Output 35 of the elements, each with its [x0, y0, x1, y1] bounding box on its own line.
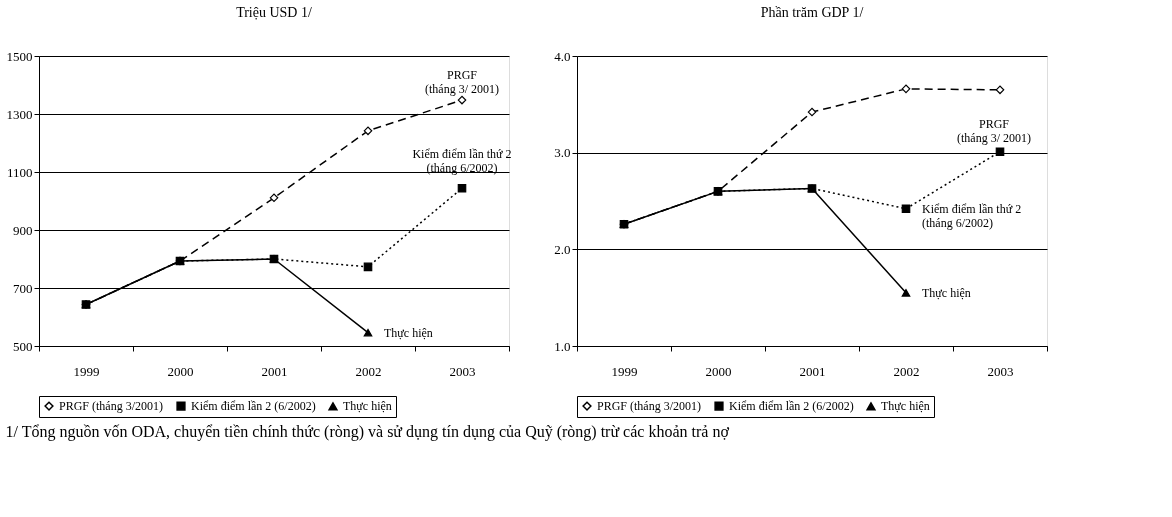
legend-label: Thực hiện	[343, 399, 392, 414]
x-tick-label: 1999	[73, 363, 100, 379]
x-tick-label: 2002	[893, 363, 920, 379]
legend-label: Kiểm điểm lần 2 (6/2002)	[729, 399, 854, 414]
x-tick-label: 2003	[449, 363, 476, 379]
y-tick-label: 3.0	[554, 145, 571, 161]
legend-label: Thực hiện	[881, 399, 930, 414]
x-tick-label: 2001	[799, 363, 826, 379]
x-tick-label: 2001	[261, 363, 288, 379]
legend-label: PRGF (tháng 3/2001)	[59, 399, 164, 414]
x-tick-label: 2000	[167, 363, 194, 379]
y-tick-label: 500	[13, 338, 33, 354]
x-tick-label: 2003	[987, 363, 1014, 379]
annotation: Thực hiện	[922, 285, 971, 300]
x-tick-label: 2000	[705, 363, 732, 379]
y-tick-label: 2.0	[554, 241, 571, 257]
x-tick-label: 1999	[611, 363, 638, 379]
y-tick-label: 900	[13, 222, 33, 238]
y-tick-label: 1100	[6, 164, 33, 180]
annotation: Thực hiện	[384, 325, 433, 340]
y-tick-label: 700	[13, 280, 33, 296]
y-tick-label: 1.0	[554, 338, 571, 354]
annotation: PRGF (tháng 3/ 2001)	[957, 116, 1031, 145]
x-tick-label: 2002	[355, 363, 382, 379]
y-tick-label: 1300	[6, 106, 33, 122]
chart-title: Phần trăm GDP 1/	[760, 5, 864, 20]
legend-label: Kiểm điểm lần 2 (6/2002)	[191, 399, 316, 414]
y-tick-label: 1500	[6, 48, 33, 64]
annotation: PRGF (tháng 3/ 2001)	[425, 68, 499, 97]
annotation: Kiểm điểm lần thứ 2 (tháng 6/2002)	[922, 201, 1022, 230]
annotation: Kiểm điểm lần thứ 2 (tháng 6/2002)	[412, 147, 512, 176]
legend-label: PRGF (tháng 3/2001)	[597, 399, 702, 414]
y-tick-label: 4.0	[554, 48, 571, 64]
chart-title: Triệu USD 1/	[236, 5, 312, 20]
text: 1/ Tổng nguồn vốn ODA, chuyển tiền chính thức (ròng) và sử dụng tín dụng của Quỹ (ròng) trừ các khoản trả nợ	[5, 423, 730, 441]
